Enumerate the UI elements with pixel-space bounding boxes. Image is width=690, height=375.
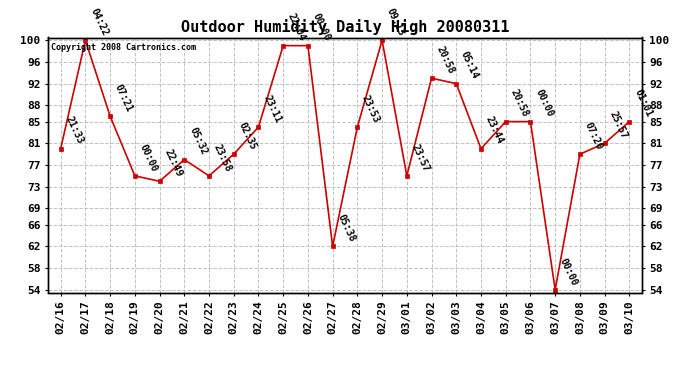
Text: 23:53: 23:53 (360, 93, 382, 124)
Title: Outdoor Humidity Daily High 20080311: Outdoor Humidity Daily High 20080311 (181, 19, 509, 35)
Text: Copyright 2008 Cartronics.com: Copyright 2008 Cartronics.com (51, 43, 196, 52)
Text: 20:58: 20:58 (434, 45, 456, 75)
Text: 22:49: 22:49 (162, 148, 184, 178)
Text: 00:00: 00:00 (137, 142, 159, 173)
Text: 05:38: 05:38 (335, 213, 357, 244)
Text: 23:58: 23:58 (212, 142, 233, 173)
Text: 04:22: 04:22 (88, 7, 110, 38)
Text: 01:01: 01:01 (632, 88, 653, 119)
Text: 20:58: 20:58 (509, 88, 530, 119)
Text: 05:32: 05:32 (187, 126, 208, 157)
Text: 09:13: 09:13 (385, 7, 406, 38)
Text: 23:57: 23:57 (410, 142, 431, 173)
Text: 00:00: 00:00 (310, 12, 332, 43)
Text: 22:04: 22:04 (286, 12, 308, 43)
Text: 05:14: 05:14 (459, 50, 480, 81)
Text: 25:57: 25:57 (607, 110, 629, 141)
Text: 00:00: 00:00 (558, 256, 580, 287)
Text: 21:33: 21:33 (63, 115, 85, 146)
Text: 23:44: 23:44 (484, 115, 505, 146)
Text: 23:11: 23:11 (262, 93, 283, 124)
Text: 07:20: 07:20 (582, 120, 604, 152)
Text: 02:35: 02:35 (237, 120, 258, 152)
Text: 07:21: 07:21 (113, 82, 135, 113)
Text: 00:00: 00:00 (533, 88, 555, 119)
